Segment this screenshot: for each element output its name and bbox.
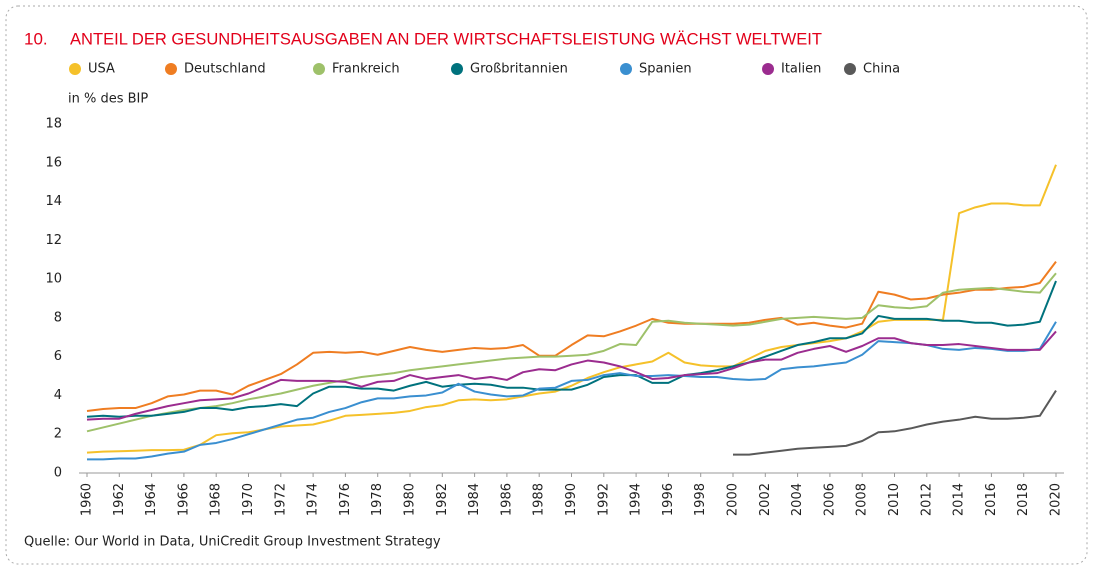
legend-swatch: [620, 63, 632, 75]
line-series: [86, 272, 1057, 433]
x-tick-label: 1966: [176, 483, 191, 516]
legend-label: USA: [88, 62, 115, 77]
y-tick-label: 12: [45, 233, 62, 248]
chart-title: ANTEIL DER GESUNDHEITSAUSGABEN AN DER WI…: [70, 29, 822, 48]
y-tick-label: 16: [45, 155, 62, 170]
line-series: [86, 280, 1057, 418]
x-tick-label: 1964: [144, 483, 159, 516]
x-tick-label: 1990: [564, 483, 579, 516]
x-tick-label: 1962: [112, 483, 127, 516]
y-tick-label: 2: [54, 427, 62, 442]
y-tick-label: 18: [45, 117, 62, 132]
x-tick-label: 2012: [919, 483, 934, 516]
legend-swatch: [313, 63, 325, 75]
y-axis-label: in % des BIP: [68, 92, 148, 107]
line-series: [733, 390, 1057, 456]
x-tick-label: 1978: [370, 483, 385, 516]
x-tick-label: 1974: [306, 483, 321, 516]
x-tick-label: 2000: [726, 483, 741, 516]
x-tick-label: 1986: [499, 483, 514, 516]
x-tick-label: 1998: [693, 483, 708, 516]
line-series: [86, 261, 1057, 412]
y-tick-label: 4: [54, 388, 62, 403]
legend-swatch: [451, 63, 463, 75]
x-tick-label: 1992: [596, 483, 611, 516]
legend-label: Großbritannien: [470, 62, 568, 77]
legend-swatch: [844, 63, 856, 75]
x-tick-label: 1994: [629, 483, 644, 516]
x-tick-label: 2004: [790, 483, 805, 516]
y-tick-label: 6: [54, 349, 62, 364]
legend-label: Italien: [781, 62, 821, 77]
frame: [5, 5, 1088, 565]
x-tick-label: 2020: [1049, 483, 1064, 516]
line-series: [87, 321, 1057, 461]
x-tick-label: 1972: [273, 483, 288, 516]
x-tick-label: 1996: [661, 483, 676, 516]
x-tick-label: 2018: [1016, 483, 1031, 516]
x-tick-label: 1982: [435, 483, 450, 516]
x-tick-label: 2016: [984, 483, 999, 516]
legend-swatch: [69, 63, 81, 75]
y-tick-label: 0: [54, 466, 62, 481]
legend-label: Frankreich: [332, 62, 400, 77]
legend-label: Spanien: [639, 62, 692, 77]
x-tick-label: 1968: [209, 483, 224, 516]
x-tick-label: 1980: [403, 483, 418, 516]
x-tick-label: 2010: [887, 483, 902, 516]
source: Quelle: Our World in Data, UniCredit Gro…: [24, 535, 441, 550]
line-series: [86, 330, 1057, 421]
x-tick-label: 2002: [758, 483, 773, 516]
chart-number: 10.: [24, 29, 48, 48]
legend-swatch: [762, 63, 774, 75]
y-tick-label: 10: [45, 272, 62, 287]
x-tick-label: 2008: [855, 483, 870, 516]
y-tick-label: 8: [54, 310, 62, 325]
legend-label: Deutschland: [184, 62, 266, 77]
x-tick-label: 2006: [822, 483, 837, 516]
x-tick-label: 1960: [80, 483, 95, 516]
y-tick-label: 14: [45, 194, 62, 209]
x-tick-label: 1988: [532, 483, 547, 516]
legend-label: China: [863, 62, 900, 77]
x-tick-label: 2014: [952, 483, 967, 516]
x-tick-label: 1970: [241, 483, 256, 516]
legend-swatch: [165, 63, 177, 75]
x-tick-label: 1976: [338, 483, 353, 516]
x-tick-label: 1984: [467, 483, 482, 516]
